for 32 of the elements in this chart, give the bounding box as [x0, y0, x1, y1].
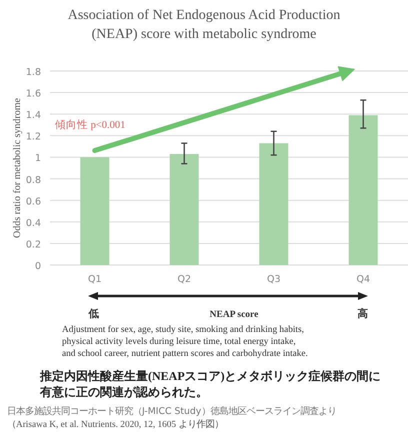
bar — [348, 115, 378, 265]
y-tick-label: 0 — [34, 261, 41, 272]
x-tick-label: Q2 — [177, 274, 192, 285]
text: Adjustment for sex, age, study site, smoking and drinking habits, — [62, 325, 304, 335]
text: （Arisawa K, et al. Nutrients. 2020, 12, 1605 より作図） — [7, 419, 224, 430]
x-axis-title: NEAP score — [210, 310, 258, 320]
bar — [259, 143, 288, 265]
text: 推定内因性酸産生量(NEAPスコア)とメタボリック症候群の間に — [39, 369, 381, 383]
y-tick-label: 0.2 — [26, 239, 41, 250]
text: 日本多施設共同コーホート研究（J-MICC Study）徳島地区ベースライン調査より — [7, 406, 336, 417]
text: (NEAP) score with metabolic syndrome — [92, 27, 316, 42]
y-tick-label: 0.6 — [26, 196, 41, 208]
y-tick-label: 1.6 — [26, 88, 41, 100]
bar — [170, 154, 199, 265]
text: 有意に正の関連が認められた。 — [39, 385, 208, 399]
text: and school career, nutrient pattern scores and carbohydrate intake. — [62, 349, 308, 359]
y-tick-label: 1.4 — [26, 110, 41, 122]
text: 低 — [88, 308, 100, 320]
x-tick-label: Q1 — [88, 274, 102, 285]
bar — [80, 157, 110, 265]
y-tick-label: 1.8 — [26, 67, 41, 78]
text: 高 — [358, 307, 368, 320]
text: physical activity levels during leisure time, total energy intake, — [62, 337, 296, 347]
text: Association of Net Endogenous Acid Production — [68, 8, 340, 23]
y-axis-title: Odds ratio for metabolic syndrome — [12, 97, 23, 238]
y-tick-label: 0.8 — [26, 174, 41, 186]
y-tick-label: 0.4 — [26, 218, 41, 229]
x-tick-label: Q3 — [266, 274, 281, 285]
x-tick-label: Q4 — [356, 274, 370, 285]
annotation: 傾向性 p<0.001 — [55, 119, 126, 131]
y-tick-label: 1.2 — [26, 132, 41, 143]
y-tick-label: 1 — [34, 153, 41, 164]
